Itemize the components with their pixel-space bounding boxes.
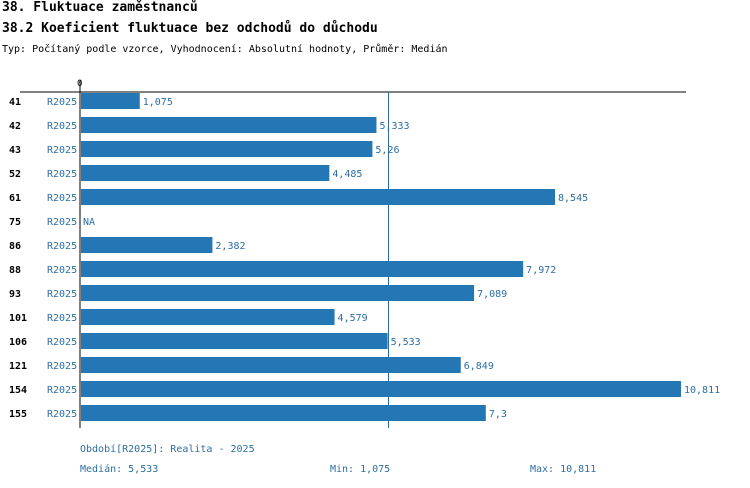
bar (81, 261, 524, 277)
bar-value-label: 7,3 (489, 409, 507, 420)
row-period-label: R2025 (47, 385, 77, 396)
bar-value-label: 2,382 (215, 241, 245, 252)
bar (81, 285, 475, 301)
row-id-label: 88 (9, 265, 21, 276)
bar-value-label: 6,849 (464, 361, 494, 372)
page-title: 38. Fluktuace zaměstnanců (2, 0, 198, 15)
row-period-label: R2025 (47, 193, 77, 204)
row-id-label: 106 (9, 337, 27, 348)
bar (81, 189, 556, 205)
row-period-label: R2025 (47, 265, 77, 276)
bar (81, 405, 486, 421)
bar-value-label: 10,811 (684, 385, 720, 396)
period-note: Období[R2025]: Realita - 2025 (80, 444, 255, 455)
bar-value-label: NA (83, 217, 95, 228)
row-period-label: R2025 (47, 121, 77, 132)
chart-subtitle: 38.2 Koeficient fluktuace bez odchodů do… (2, 21, 378, 36)
bar (81, 381, 681, 397)
row-period-label: R2025 (47, 217, 77, 228)
bar (81, 309, 335, 325)
row-id-label: 43 (9, 145, 21, 156)
bar (81, 357, 461, 373)
row-id-label: 101 (9, 313, 27, 324)
row-id-label: 86 (9, 241, 21, 252)
row-period-label: R2025 (47, 169, 77, 180)
row-period-label: R2025 (47, 97, 77, 108)
row-id-label: 155 (9, 409, 27, 420)
bar-value-label: 7,089 (477, 289, 507, 300)
row-id-label: 154 (9, 385, 27, 396)
row-id-label: 61 (9, 193, 21, 204)
bar (81, 141, 373, 157)
row-period-label: R2025 (47, 337, 77, 348)
chart-type-line: Typ: Počítaný podle vzorce, Vyhodnocení:… (2, 44, 448, 55)
bar-value-label: 8,545 (558, 193, 588, 204)
bar-value-label: 7,972 (526, 265, 556, 276)
max-summary: Max: 10,811 (530, 464, 597, 475)
bar-value-label: 5,333 (379, 121, 409, 132)
bar (81, 93, 140, 109)
bar (81, 165, 330, 181)
row-period-label: R2025 (47, 241, 77, 252)
row-id-label: 42 (9, 121, 21, 132)
bar-value-label: 4,485 (332, 169, 362, 180)
bar (81, 333, 388, 349)
row-period-label: R2025 (47, 409, 77, 420)
row-id-label: 52 (9, 169, 21, 180)
row-id-label: 93 (9, 289, 21, 300)
min-summary: Min: 1,075 (330, 464, 391, 475)
row-id-label: 75 (9, 217, 21, 228)
median-summary: Medián: 5,533 (80, 464, 159, 475)
bar-value-label: 5,26 (375, 145, 399, 156)
row-id-label: 121 (9, 361, 27, 372)
bar (81, 237, 213, 253)
bar-value-label: 5,533 (391, 337, 421, 348)
row-period-label: R2025 (47, 289, 77, 300)
bar-value-label: 1,075 (143, 97, 173, 108)
bar-value-label: 4,579 (338, 313, 368, 324)
row-period-label: R2025 (47, 313, 77, 324)
row-id-label: 41 (9, 97, 21, 108)
row-period-label: R2025 (47, 361, 77, 372)
bar (81, 117, 377, 133)
row-period-label: R2025 (47, 145, 77, 156)
